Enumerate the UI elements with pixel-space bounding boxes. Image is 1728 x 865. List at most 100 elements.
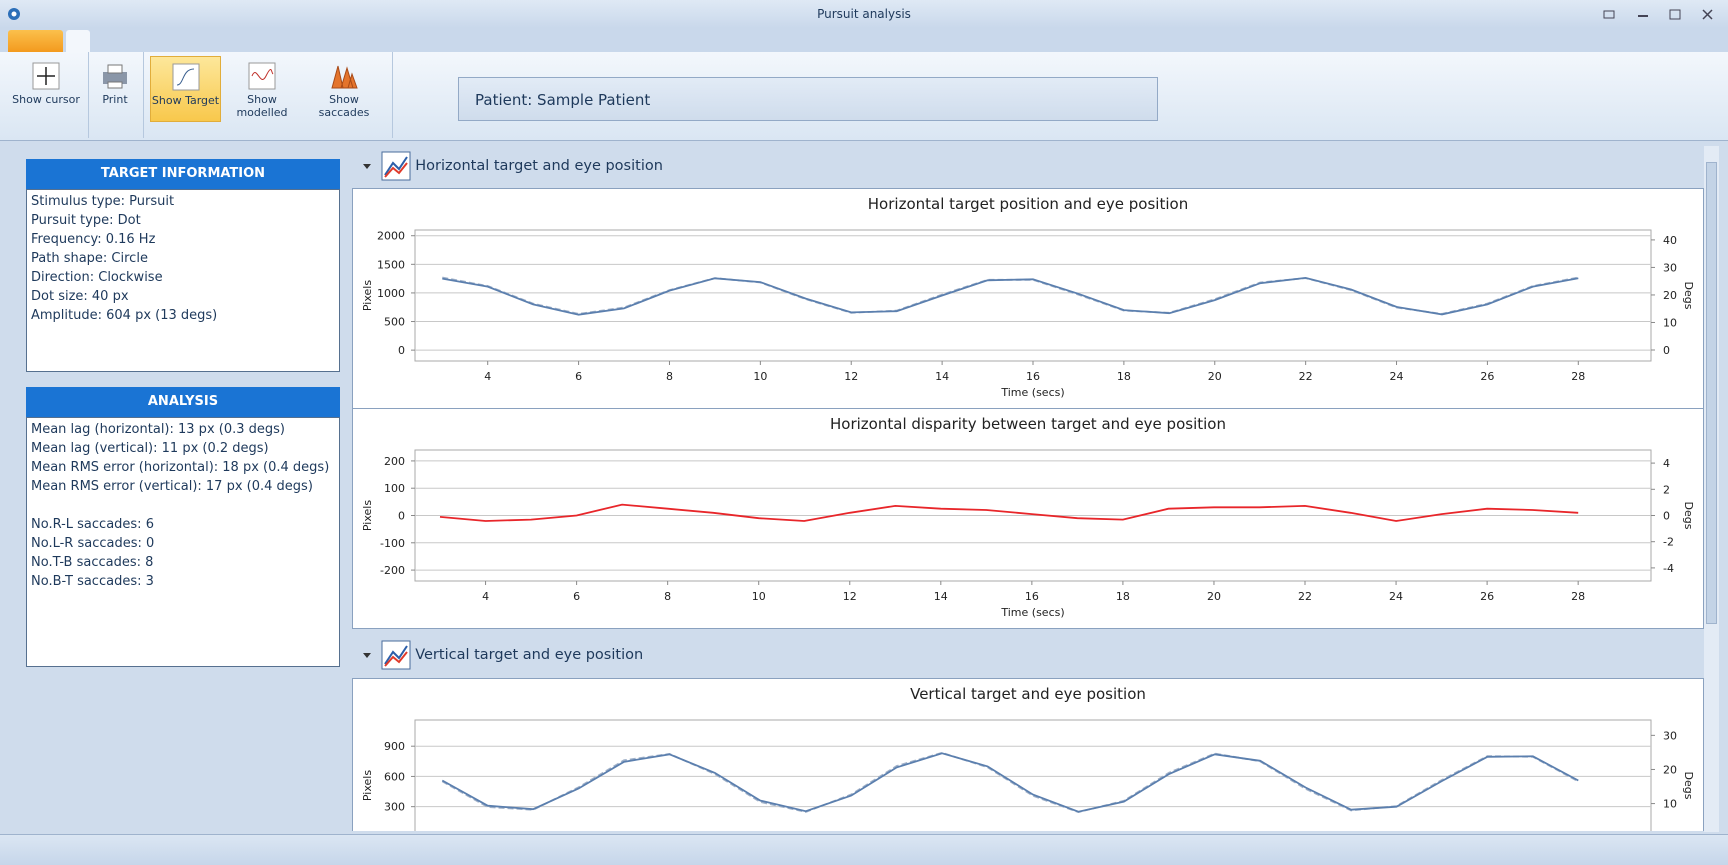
info-line: Path shape: Circle	[31, 251, 148, 266]
ribbon-tabs	[0, 28, 1728, 52]
x-tick-label: 28	[1571, 590, 1585, 603]
x-tick-label: 22	[1299, 370, 1313, 383]
info-line: Direction: Clockwise	[31, 270, 163, 285]
ribbon-button[interactable]: Show Target	[150, 56, 221, 122]
info-line: Mean lag (vertical): 11 px (0.2 degs)	[31, 441, 269, 456]
icon	[248, 62, 276, 90]
y-tick-label: 2000	[377, 230, 405, 243]
series-line	[442, 276, 1579, 316]
chart-panel: Horizontal target position and eye posit…	[352, 188, 1704, 410]
y-tick-label: 500	[384, 316, 405, 329]
chart-title: Vertical target and eye position	[910, 685, 1146, 703]
y2-tick-label: 10	[1663, 798, 1677, 811]
info-line: No.R-L saccades: 6	[31, 517, 154, 532]
y2-tick-label: 0	[1663, 510, 1670, 523]
file-tab[interactable]	[8, 30, 63, 52]
x-tick-label: 20	[1208, 370, 1222, 383]
panel-header: TARGET INFORMATION	[26, 159, 340, 189]
x-tick-label: 14	[935, 370, 949, 383]
y-tick-label: 0	[398, 510, 405, 523]
y-tick-label: -100	[380, 537, 405, 550]
window-title: Pursuit analysis	[817, 7, 911, 21]
y2-tick-label: 30	[1663, 261, 1677, 274]
button-label: Show modelled	[236, 93, 288, 119]
x-tick-label: 22	[1298, 590, 1312, 603]
app-icon	[8, 8, 20, 20]
y-tick-label: 100	[384, 482, 405, 495]
series-line	[441, 751, 1579, 814]
button-label: Show Target	[151, 94, 220, 107]
panel-header: ANALYSIS	[26, 387, 340, 417]
y2-tick-label: -2	[1663, 536, 1674, 549]
separator	[143, 52, 144, 138]
info-line: Dot size: 40 px	[31, 289, 129, 304]
y2-tick-label: 30	[1663, 729, 1677, 742]
chart-panel: Horizontal disparity between target and …	[352, 408, 1704, 629]
x-tick-label: 28	[1571, 370, 1585, 383]
series-line	[441, 752, 1579, 813]
scroll-thumb[interactable]	[1706, 162, 1717, 624]
icon	[331, 65, 358, 89]
analysis-panel: ANALYSIS Mean lag (horizontal): 13 px (0…	[26, 387, 340, 667]
x-tick-label: 16	[1026, 370, 1040, 383]
y2-axis-label: Degs	[1682, 282, 1695, 310]
x-tick-label: 24	[1390, 370, 1404, 383]
status-bar	[0, 834, 1728, 865]
y-tick-label: 900	[384, 740, 405, 753]
chart-panel: Vertical target and eye position 300 600 90…	[352, 678, 1704, 831]
scrollbar[interactable]	[1704, 146, 1719, 832]
info-line: Stimulus type: Pursuit	[31, 194, 175, 209]
y2-axis-label: Degs	[1682, 772, 1695, 800]
panel-body: Mean lag (horizontal): 13 px (0.3 degs) M…	[26, 417, 340, 667]
x-tick-label: 18	[1117, 370, 1131, 383]
x-tick-label: 26	[1480, 590, 1494, 603]
series-line	[439, 503, 1579, 522]
x-tick-label: 8	[666, 370, 673, 383]
y2-tick-label: 10	[1663, 316, 1677, 329]
collapse-arrow	[363, 653, 371, 658]
ribbon-button[interactable]: Show cursor	[12, 56, 80, 122]
y-tick-label: 0	[398, 344, 405, 357]
x-tick-label: 10	[752, 590, 766, 603]
info-line: No.T-B saccades: 8	[31, 555, 154, 570]
group-header[interactable]: Horizontal target and eye position	[360, 151, 663, 181]
x-tick-label: 4	[482, 590, 489, 603]
info-line: No.L-R saccades: 0	[31, 536, 155, 551]
y2-tick-label: 4	[1663, 457, 1670, 470]
info-line: Amplitude: 604 px (13 degs)	[31, 308, 218, 323]
y2-tick-label: 20	[1663, 289, 1677, 302]
chart-title: Horizontal disparity between target and …	[830, 415, 1226, 433]
icon	[103, 64, 127, 89]
icon	[32, 62, 60, 90]
group-header[interactable]: Vertical target and eye position	[360, 640, 643, 670]
y2-tick-label: 40	[1663, 234, 1677, 247]
button-label: Show cursor	[12, 93, 80, 106]
info-line: Mean RMS error (vertical): 17 px (0.4 de…	[31, 479, 313, 494]
window-controls[interactable]	[1600, 8, 1720, 22]
target-info-panel: TARGET INFORMATION Stimulus type: Pursui…	[26, 159, 340, 372]
info-line: Mean lag (horizontal): 13 px (0.3 degs)	[31, 422, 285, 437]
x-tick-label: 12	[844, 370, 858, 383]
group-title: Horizontal target and eye position	[415, 158, 663, 174]
collapse-arrow	[363, 164, 371, 169]
x-tick-label: 6	[575, 370, 582, 383]
info-line: Frequency: 0.16 Hz	[31, 232, 156, 247]
title-bar: Pursuit analysis	[0, 0, 1728, 28]
x-tick-label: 12	[843, 590, 857, 603]
x-tick-label: 20	[1207, 590, 1221, 603]
y-tick-label: 300	[384, 801, 405, 814]
x-tick-label: 18	[1116, 590, 1130, 603]
home-tab[interactable]	[66, 30, 90, 52]
chart: Horizontal target position and eye posit…	[361, 195, 1695, 399]
icon	[172, 63, 199, 91]
y-tick-label: 600	[384, 770, 405, 783]
ribbon-button[interactable]: Print	[94, 56, 136, 122]
ribbon-button[interactable]: Show saccades	[304, 56, 384, 122]
x-tick-label: 24	[1389, 590, 1403, 603]
x-tick-label: 16	[1025, 590, 1039, 603]
info-line: No.B-T saccades: 3	[31, 574, 154, 589]
ribbon-button[interactable]: Show modelled	[224, 56, 300, 122]
y2-tick-label: 2	[1663, 483, 1670, 496]
y2-tick-label: 0	[1663, 344, 1670, 357]
